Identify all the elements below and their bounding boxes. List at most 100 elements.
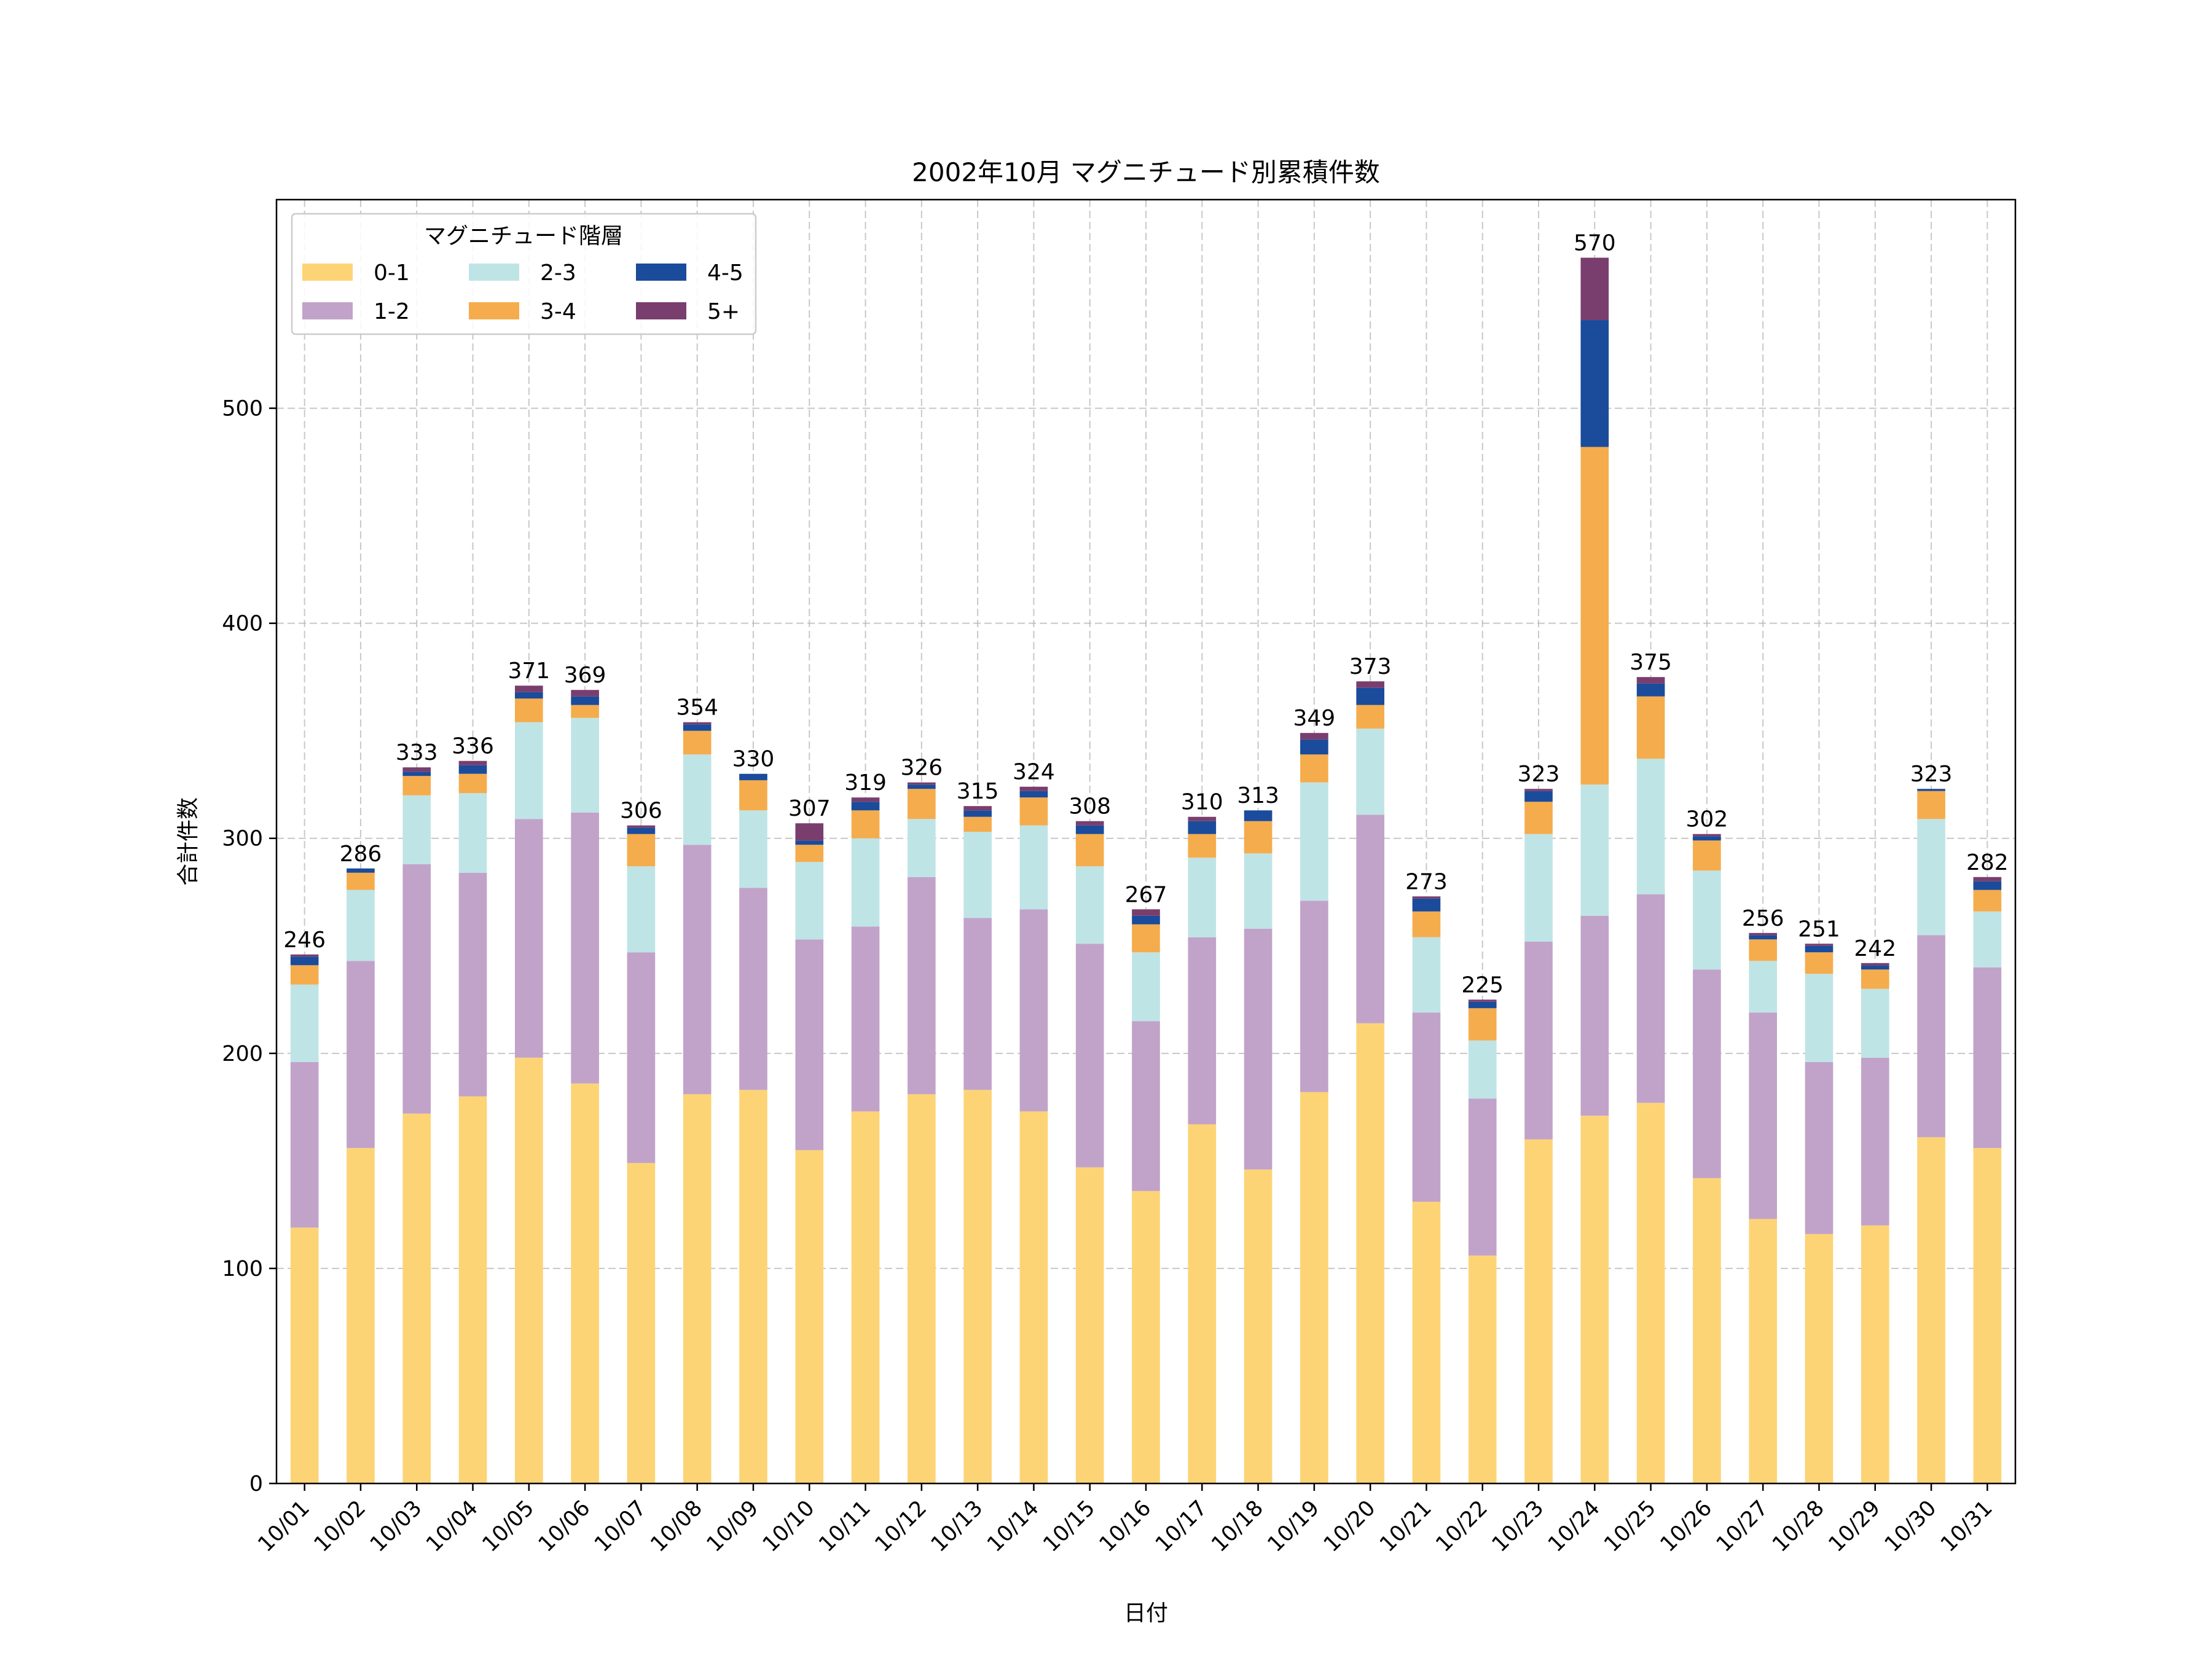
bar-segment-3-4 bbox=[1524, 802, 1553, 834]
bar-segment-3-4 bbox=[1188, 834, 1217, 858]
bar-segment-4-5 bbox=[908, 784, 936, 789]
bar-segment-0-1 bbox=[571, 1083, 599, 1483]
bar-segment-3-4 bbox=[627, 834, 656, 867]
bar-segment-0-1 bbox=[963, 1090, 992, 1483]
bar-segment-3-4 bbox=[1805, 952, 1834, 974]
legend-swatch-3-4 bbox=[469, 302, 519, 319]
bar-segment-3-4 bbox=[963, 816, 992, 832]
bar-segment-4-5 bbox=[1132, 915, 1160, 924]
bar-segment-0-1 bbox=[851, 1111, 880, 1483]
bar-segment-3-4 bbox=[1468, 1008, 1497, 1041]
bar-total-label: 323 bbox=[1518, 762, 1560, 787]
bar-segment-2-3 bbox=[1188, 858, 1217, 937]
bar-segment-2-3 bbox=[1636, 759, 1665, 894]
bar-segment-5+ bbox=[402, 767, 431, 772]
bar-segment-0-1 bbox=[1468, 1255, 1497, 1483]
bar-total-label: 369 bbox=[564, 663, 606, 688]
bar-segment-0-1 bbox=[1412, 1202, 1441, 1483]
bar-segment-4-5 bbox=[347, 868, 375, 873]
bar-segment-2-3 bbox=[1973, 911, 2002, 967]
bar-segment-5+ bbox=[290, 954, 319, 957]
bar-segment-0-1 bbox=[1580, 1116, 1609, 1483]
bar-total-label: 256 bbox=[1742, 906, 1784, 931]
bar-total-label: 225 bbox=[1461, 972, 1504, 998]
bar-segment-2-3 bbox=[1244, 853, 1273, 929]
bar-stacks bbox=[290, 257, 2002, 1483]
bar-segment-4-5 bbox=[402, 772, 431, 776]
bar-segment-0-1 bbox=[1861, 1225, 1889, 1483]
bar-segment-4-5 bbox=[851, 802, 880, 811]
bar-segment-2-3 bbox=[851, 838, 880, 927]
legend: マグニチュード階層 0-1 1-2 2-3 3-4 4-5 5+ bbox=[291, 213, 757, 335]
bar-segment-5+ bbox=[1973, 877, 2002, 881]
bar-segment-0-1 bbox=[1749, 1219, 1778, 1483]
bar-segment-3-4 bbox=[514, 698, 543, 722]
bar-segment-0-1 bbox=[795, 1150, 824, 1483]
bar-segment-3-4 bbox=[1019, 797, 1048, 826]
bar-segment-5+ bbox=[458, 760, 487, 765]
total-labels: 246 286 333 336 371 369 306 354 330 307 319 326 315 3… bbox=[283, 231, 2008, 998]
bar-total-label: 333 bbox=[396, 740, 438, 765]
bar-segment-5+ bbox=[1075, 821, 1104, 826]
bar-segment-5+ bbox=[627, 825, 656, 828]
bar-segment-3-4 bbox=[683, 730, 712, 755]
bar-total-label: 246 bbox=[283, 928, 326, 953]
legend-label-3-4: 3-4 bbox=[540, 299, 576, 324]
bar-total-label: 373 bbox=[1349, 654, 1392, 679]
bar-segment-1-2 bbox=[795, 939, 824, 1151]
bar-segment-1-2 bbox=[1356, 815, 1384, 1023]
bar-segment-2-3 bbox=[683, 754, 712, 845]
bar-segment-3-4 bbox=[851, 810, 880, 838]
bar-segment-0-1 bbox=[1356, 1023, 1384, 1483]
bar-segment-5+ bbox=[1580, 257, 1609, 321]
bar-segment-2-3 bbox=[1300, 782, 1328, 901]
bar-segment-0-1 bbox=[908, 1094, 936, 1483]
bar-total-label: 570 bbox=[1574, 231, 1616, 256]
bar-segment-4-5 bbox=[1524, 791, 1553, 802]
bar-segment-0-1 bbox=[1693, 1178, 1721, 1483]
bar-segment-5+ bbox=[571, 690, 599, 697]
bar-segment-4-5 bbox=[795, 840, 824, 845]
bar-total-label: 310 bbox=[1181, 790, 1223, 815]
legend-swatch-2-3 bbox=[469, 264, 519, 281]
bar-segment-3-4 bbox=[908, 789, 936, 819]
bar-segment-1-2 bbox=[402, 864, 431, 1114]
bar-total-label: 319 bbox=[844, 770, 887, 795]
bar-segment-0-1 bbox=[627, 1163, 656, 1483]
bar-segment-0-1 bbox=[1973, 1147, 2002, 1483]
bar-segment-4-5 bbox=[1636, 683, 1665, 697]
y-axis-label: 合計件数 bbox=[176, 797, 201, 886]
bar-segment-4-5 bbox=[1188, 821, 1217, 834]
bar-segment-4-5 bbox=[290, 956, 319, 966]
bar-segment-2-3 bbox=[1861, 988, 1889, 1058]
bar-segment-4-5 bbox=[1356, 687, 1384, 705]
bar-total-label: 242 bbox=[1854, 936, 1896, 961]
legend-swatch-1-2 bbox=[302, 302, 353, 319]
bar-segment-0-1 bbox=[1132, 1190, 1160, 1483]
bar-segment-4-5 bbox=[1805, 945, 1834, 953]
bar-total-label: 371 bbox=[508, 659, 550, 684]
legend-swatch-5+ bbox=[636, 302, 686, 319]
bar-segment-0-1 bbox=[1188, 1124, 1217, 1483]
bar-segment-3-4 bbox=[571, 705, 599, 718]
bar-total-label: 286 bbox=[340, 842, 382, 867]
bar-segment-3-4 bbox=[1693, 840, 1721, 871]
bar-segment-3-4 bbox=[1636, 696, 1665, 759]
bar-total-label: 315 bbox=[957, 779, 999, 804]
bar-total-label: 336 bbox=[452, 734, 494, 759]
bar-segment-2-3 bbox=[1805, 974, 1834, 1062]
bar-segment-2-3 bbox=[1468, 1040, 1497, 1099]
bar-segment-2-3 bbox=[1917, 819, 1945, 936]
bar-segment-4-5 bbox=[458, 765, 487, 774]
bar-segment-2-3 bbox=[627, 866, 656, 953]
bar-segment-1-2 bbox=[514, 819, 543, 1058]
bar-segment-2-3 bbox=[1580, 784, 1609, 916]
legend-label-5+: 5+ bbox=[707, 299, 740, 324]
bar-segment-1-2 bbox=[1917, 935, 1945, 1138]
bar-segment-1-2 bbox=[1524, 941, 1553, 1139]
bar-total-label: 375 bbox=[1630, 650, 1672, 675]
bar-total-label: 323 bbox=[1910, 762, 1953, 787]
legend-swatch-4-5 bbox=[636, 264, 686, 281]
